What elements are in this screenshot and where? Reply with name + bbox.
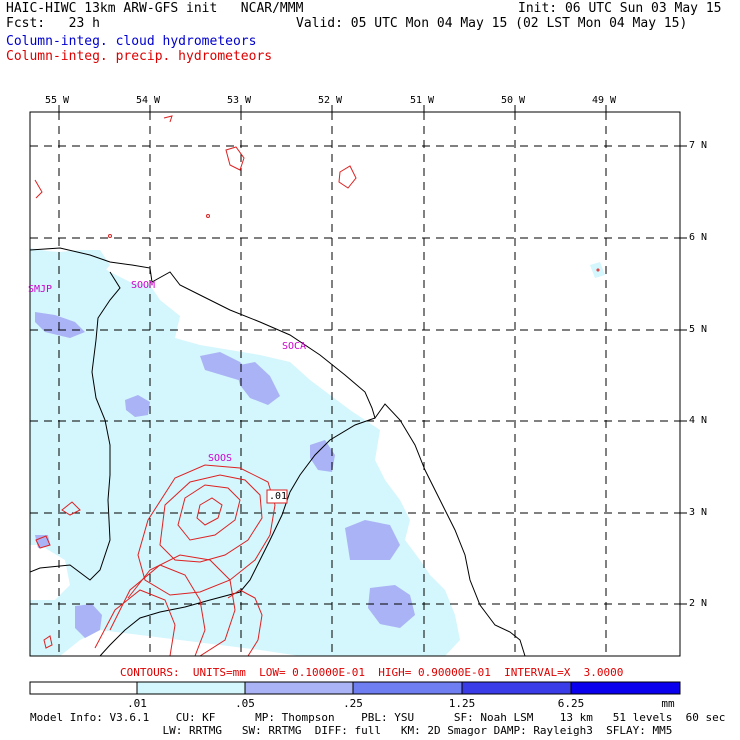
lat-label-2n: 2 N xyxy=(689,598,708,609)
forecast-hour: Fcst: 23 h xyxy=(6,16,100,31)
station-smjp: SMJP xyxy=(28,284,53,295)
map-frame xyxy=(29,111,681,657)
precip-contours xyxy=(34,115,600,656)
colorbar xyxy=(29,681,681,695)
init-time: Init: 06 UTC Sun 03 May 15 xyxy=(518,1,722,16)
lon-label-52w: 52 W xyxy=(318,95,343,106)
coastline xyxy=(30,247,526,656)
field-label-cloud: Column-integ. cloud hydrometeors xyxy=(6,34,257,49)
lon-label-50w: 50 W xyxy=(501,95,526,106)
lon-label-51w: 51 W xyxy=(410,95,435,106)
model-info-line1: Model Info: V3.6.1 CU: KF MP: Thompson P… xyxy=(30,711,726,724)
lon-label-55w: 55 W xyxy=(45,95,70,106)
station-soom: SOOM xyxy=(131,280,156,291)
station-soos: SOOS xyxy=(208,453,233,464)
field-label-precip: Column-integ. precip. hydrometeors xyxy=(6,49,273,64)
contours-info: CONTOURS: UNITS=mm LOW= 0.10000E-01 HIGH… xyxy=(120,666,624,679)
lon-label-53w: 53 W xyxy=(227,95,252,106)
axis-ticks xyxy=(58,105,687,605)
cloud-shading-mid xyxy=(35,312,415,638)
contour-label: .01 xyxy=(269,491,288,502)
colorbar-label-0: .01 xyxy=(127,697,147,710)
colorbar-label-1: .05 xyxy=(235,697,255,710)
colorbar-label-3: 1.25 xyxy=(448,697,476,710)
lat-label-5n: 5 N xyxy=(689,324,708,335)
lat-label-4n: 4 N xyxy=(689,415,708,426)
lat-label-3n: 3 N xyxy=(689,507,708,518)
lon-label-49w: 49 W xyxy=(592,95,617,106)
station-soca: SOCA xyxy=(282,341,307,352)
lat-label-7n: 7 N xyxy=(689,140,708,151)
plot-title: HAIC-HIWC 13km ARW-GFS init NCAR/MMM xyxy=(6,1,304,16)
model-info-line2: LW: RRTMG SW: RRTMG DIFF: full KM: 2D Sm… xyxy=(30,724,673,737)
colorbar-label-2: .25 xyxy=(343,697,363,710)
lon-label-54w: 54 W xyxy=(136,95,161,106)
contour-label-box xyxy=(266,489,288,504)
lat-label-6n: 6 N xyxy=(689,232,708,243)
lat-lon-grid xyxy=(30,112,680,656)
valid-time: Valid: 05 UTC Mon 04 May 15 (02 LST Mon … xyxy=(296,16,688,31)
colorbar-units: mm xyxy=(661,697,675,710)
colorbar-label-4: 6.25 xyxy=(557,697,585,710)
